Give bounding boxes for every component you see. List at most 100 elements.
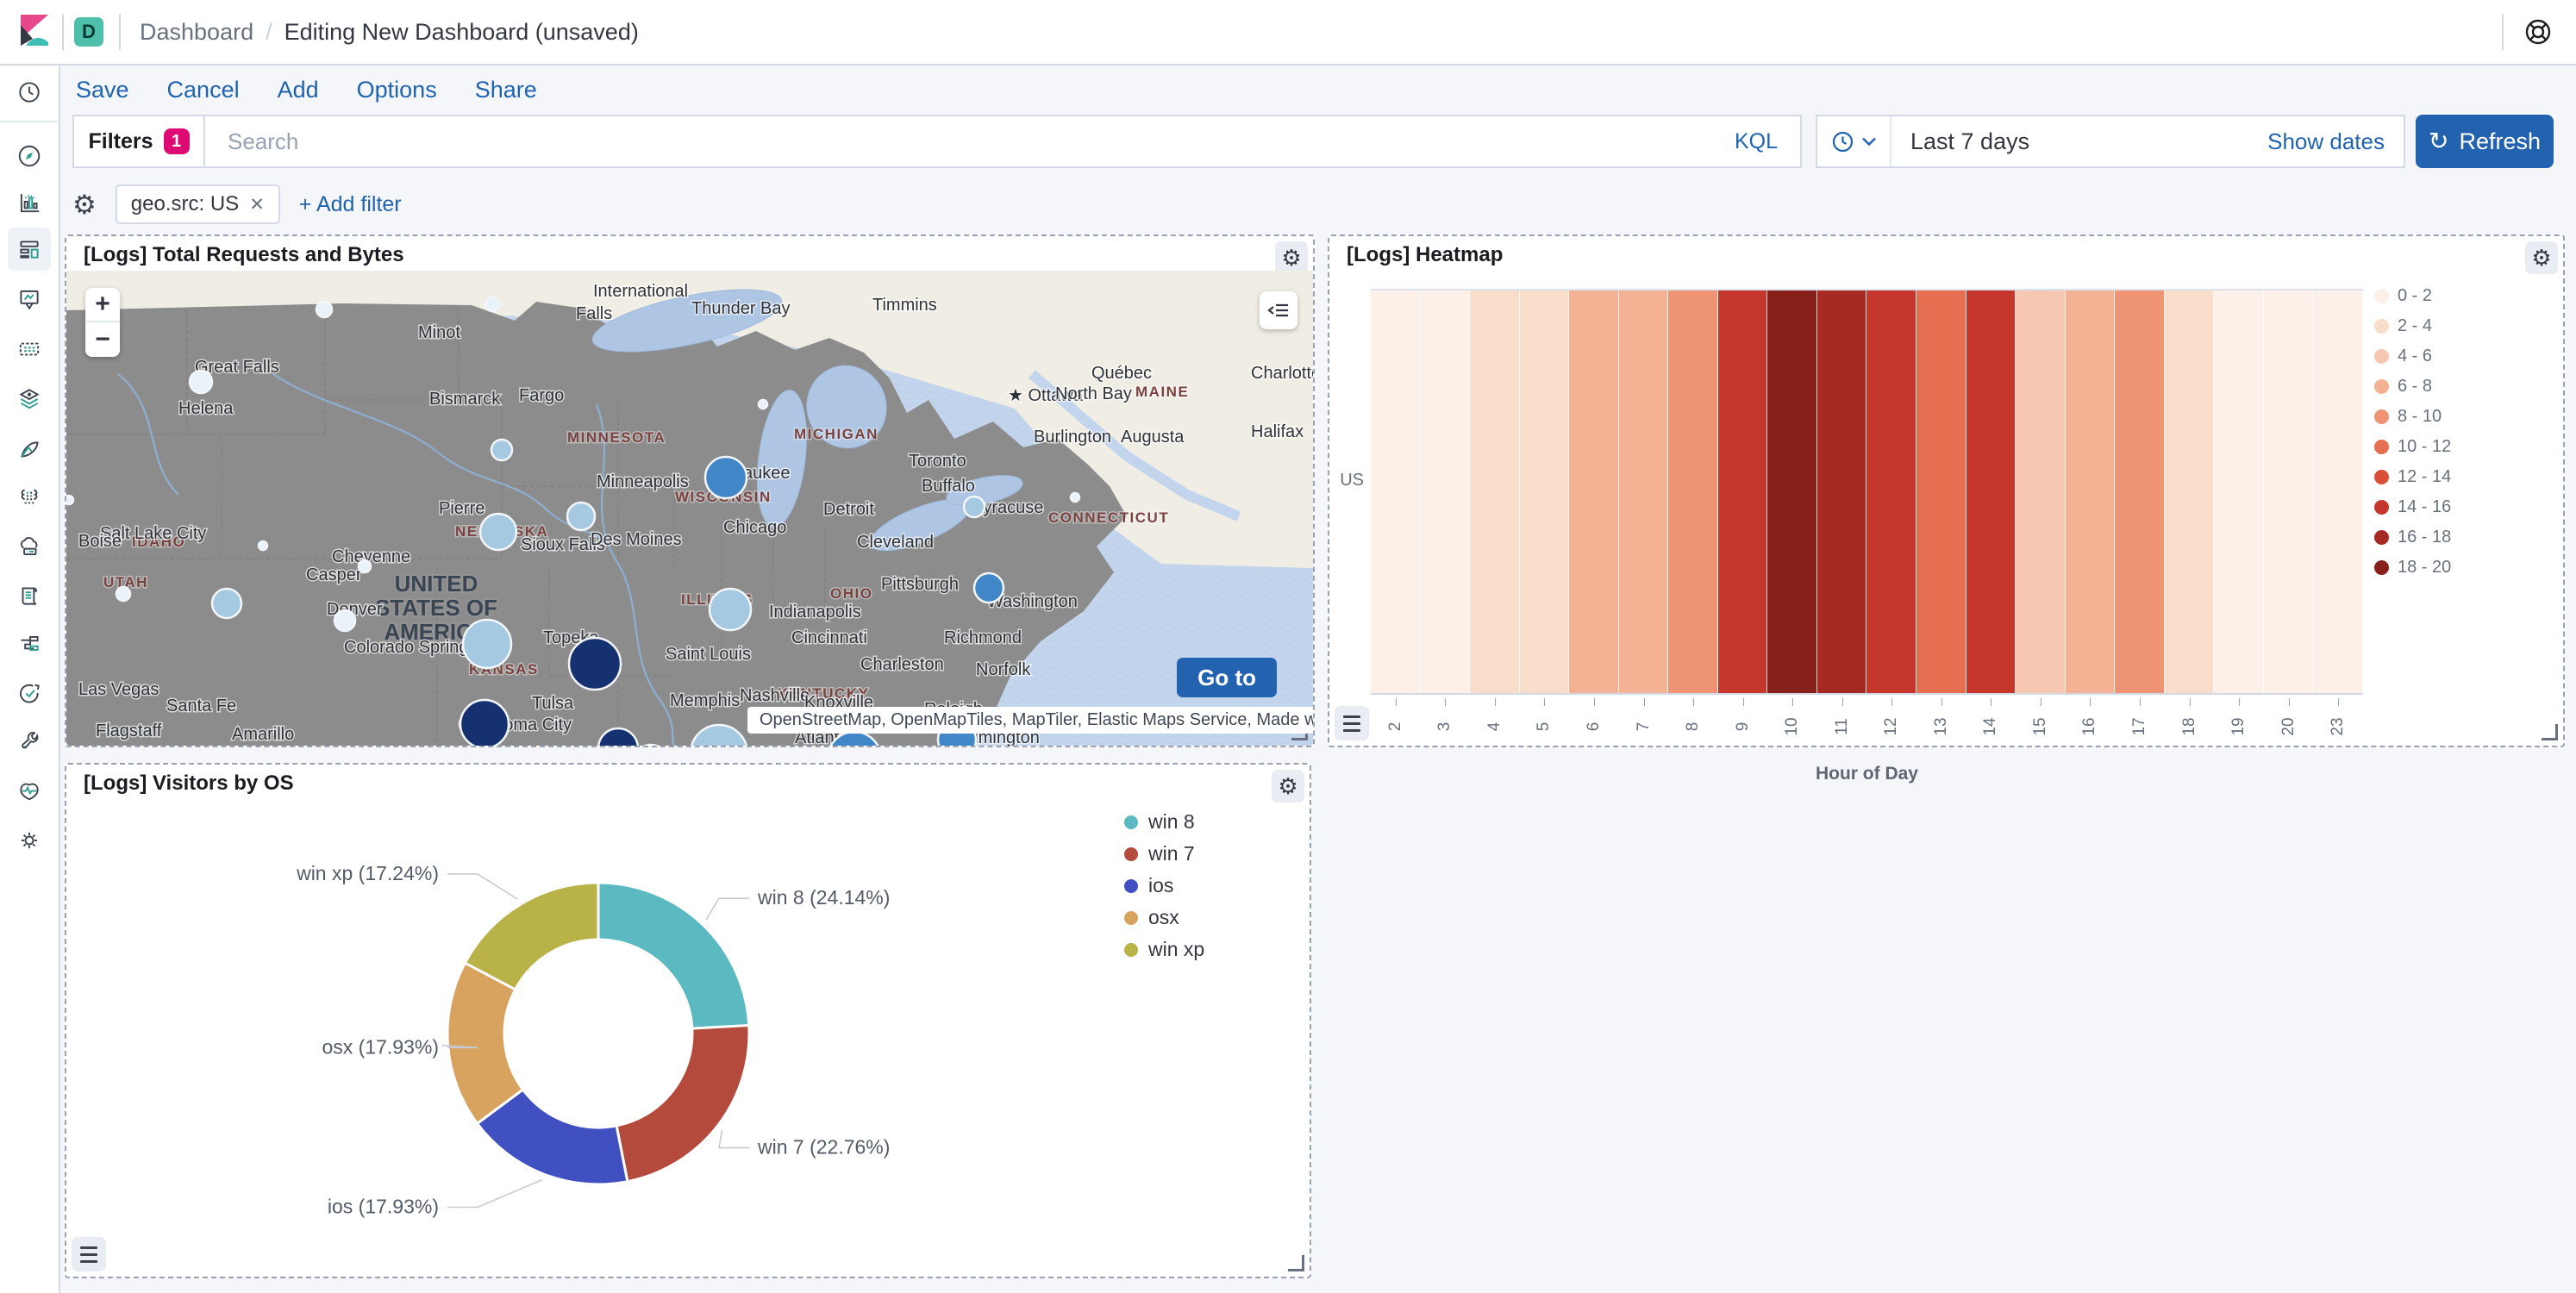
heatmap-legend-item[interactable]: 14 - 16 — [2374, 492, 2560, 522]
map-bubble-marker[interactable] — [66, 494, 75, 506]
share-button[interactable]: Share — [474, 76, 537, 103]
sidebar-item-siem[interactable] — [8, 622, 51, 665]
panel-resize-handle[interactable] — [1288, 1255, 1304, 1271]
sidebar-item-management[interactable] — [8, 819, 51, 862]
heatmap-legend-item[interactable]: 4 - 6 — [2374, 341, 2560, 372]
legend-toggle-button[interactable] — [1335, 706, 1369, 740]
map-bubble-marker[interactable] — [634, 743, 668, 746]
map-bubble-marker[interactable] — [315, 300, 334, 319]
map-bubble-marker[interactable] — [708, 587, 753, 632]
map-bubble-marker[interactable] — [257, 540, 269, 552]
map-bubble-marker[interactable] — [566, 501, 597, 532]
heatmap-legend-item[interactable]: 8 - 10 — [2374, 402, 2560, 432]
heatmap-cell[interactable] — [2115, 290, 2165, 693]
panel-options-button[interactable]: ⚙ — [1272, 770, 1304, 803]
donut-legend-item[interactable]: ios — [1124, 870, 1204, 902]
map-bubble-marker[interactable] — [459, 698, 510, 746]
time-range-value[interactable]: Last 7 days — [1910, 128, 2030, 154]
donut-chart[interactable]: win 8 (24.14%) win 7 (22.76%) ios (17.93%)… — [66, 799, 1101, 1277]
map-bubble-marker[interactable] — [461, 618, 513, 670]
map-bubble-marker[interactable] — [210, 587, 243, 620]
sidebar-item-recently-viewed[interactable] — [8, 71, 51, 114]
map-bubble-marker[interactable] — [484, 296, 501, 313]
save-button[interactable]: Save — [76, 76, 129, 103]
sidebar-item-dashboard[interactable] — [8, 228, 51, 271]
heatmap-legend-item[interactable]: 6 - 8 — [2374, 372, 2560, 402]
donut-legend-item[interactable]: win xp — [1124, 934, 1204, 965]
heatmap-cell[interactable] — [1519, 290, 1570, 693]
heatmap-legend-item[interactable]: 18 - 20 — [2374, 553, 2560, 583]
map-bubble-marker[interactable] — [188, 369, 214, 395]
panel-options-button[interactable]: ⚙ — [2525, 241, 2558, 274]
sidebar-item-monitoring[interactable] — [8, 769, 51, 812]
show-dates-button[interactable]: Show dates — [2267, 128, 2385, 154]
remove-filter-icon[interactable]: ✕ — [249, 194, 265, 215]
map-bubble-marker[interactable] — [333, 609, 357, 633]
heatmap-cell[interactable] — [1618, 290, 1669, 693]
sidebar-item-logs[interactable] — [8, 574, 51, 617]
map-bubble-marker[interactable] — [703, 455, 748, 500]
map-bubble-marker[interactable] — [972, 572, 1005, 604]
quick-select-time-button[interactable] — [1817, 116, 1891, 166]
sidebar-item-infrastructure[interactable] — [8, 526, 51, 569]
heatmap-cell[interactable] — [2313, 290, 2363, 693]
options-button[interactable]: Options — [356, 76, 437, 103]
space-badge[interactable]: D — [74, 17, 103, 47]
map-bubble-marker[interactable] — [690, 723, 748, 746]
panel-title[interactable]: [Logs] Heatmap — [1347, 243, 1504, 266]
sidebar-item-gis[interactable] — [8, 378, 51, 421]
map-bubble-marker[interactable] — [597, 727, 640, 746]
sidebar-item-dev-tools[interactable] — [8, 721, 51, 764]
zoom-out-button[interactable]: − — [85, 322, 120, 357]
refresh-button[interactable]: ↻ Refresh — [2416, 115, 2554, 168]
map-bubble-marker[interactable] — [490, 438, 514, 462]
heatmap-legend-item[interactable]: 16 - 18 — [2374, 522, 2560, 553]
sidebar-item-maps[interactable] — [8, 328, 51, 371]
heatmap-legend-item[interactable]: 12 - 14 — [2374, 462, 2560, 492]
heatmap-cell[interactable] — [1470, 290, 1520, 693]
heatmap-cell[interactable] — [1371, 290, 1421, 693]
map-bubble-marker[interactable] — [115, 585, 132, 603]
map-viewport[interactable]: IDAHOUTAHNEBRASKAKANSASMINNESOTAWISCONSI… — [66, 271, 1313, 746]
search-input[interactable] — [205, 128, 1712, 155]
heatmap-cell[interactable] — [1767, 290, 1817, 693]
map-bubble-marker[interactable] — [757, 398, 769, 410]
zoom-in-button[interactable]: + — [85, 288, 120, 322]
sidebar-item-apm[interactable] — [8, 476, 51, 519]
donut-slice-win-7[interactable] — [615, 1023, 751, 1184]
donut-slice-win-xp[interactable] — [463, 881, 600, 991]
legend-toggle-button[interactable] — [72, 1237, 106, 1271]
panel-title[interactable]: [Logs] Visitors by OS — [84, 771, 294, 795]
filter-pill-geo-src[interactable]: geo.src: US ✕ — [115, 184, 280, 224]
filters-menu-button[interactable]: Filters 1 — [72, 115, 203, 168]
add-button[interactable]: Add — [277, 76, 319, 103]
go-to-button[interactable]: Go to — [1177, 658, 1277, 697]
sidebar-item-uptime[interactable] — [8, 672, 51, 715]
sidebar-item-discover[interactable] — [8, 134, 51, 178]
map-bubble-marker[interactable] — [478, 512, 518, 552]
heatmap-legend-item[interactable]: 10 - 12 — [2374, 432, 2560, 462]
heatmap-cell[interactable] — [1816, 290, 1867, 693]
heatmap-cell[interactable] — [1866, 290, 1917, 693]
map-bubble-marker[interactable] — [567, 636, 622, 691]
heatmap-legend-item[interactable]: 0 - 2 — [2374, 281, 2560, 311]
filter-options-gear-icon[interactable]: ⚙ — [72, 189, 97, 220]
heatmap-cell[interactable] — [2214, 290, 2264, 693]
map-bubble-marker[interactable] — [357, 559, 372, 574]
heatmap-cell[interactable] — [1420, 290, 1471, 693]
heatmap-cell[interactable] — [1916, 290, 1966, 693]
help-button[interactable] — [2521, 15, 2555, 49]
breadcrumb-dashboard[interactable]: Dashboard — [140, 18, 254, 45]
heatmap-cell[interactable] — [2164, 290, 2215, 693]
heatmap-cell[interactable] — [2263, 290, 2314, 693]
map-legend-collapse-button[interactable] — [1260, 291, 1297, 329]
heatmap-cell[interactable] — [1717, 290, 1768, 693]
map-bubble-marker[interactable] — [962, 495, 986, 519]
heatmap-cell[interactable] — [1569, 290, 1619, 693]
heatmap-cell[interactable] — [1668, 290, 1718, 693]
kql-switch-button[interactable]: KQL — [1734, 128, 1778, 153]
sidebar-item-machine-learning[interactable] — [8, 428, 51, 471]
heatmap-plot[interactable] — [1371, 289, 2363, 695]
donut-legend-item[interactable]: osx — [1124, 902, 1204, 934]
panel-title[interactable]: [Logs] Total Requests and Bytes — [84, 243, 404, 266]
